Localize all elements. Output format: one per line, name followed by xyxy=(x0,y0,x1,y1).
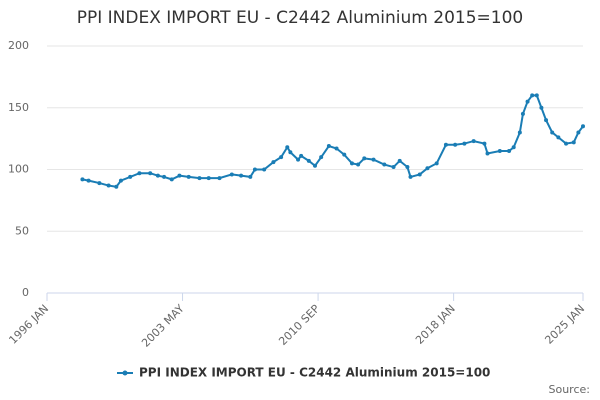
x-tick-label: 1996 JAN xyxy=(6,302,51,347)
point xyxy=(114,184,119,189)
point xyxy=(229,172,234,177)
y-tick-label: 50 xyxy=(15,224,29,237)
point xyxy=(417,172,422,177)
point xyxy=(497,148,502,153)
point xyxy=(530,93,535,98)
point xyxy=(177,173,182,178)
series-line xyxy=(82,94,584,188)
point xyxy=(534,93,539,98)
point xyxy=(405,165,410,170)
point xyxy=(581,124,585,129)
point xyxy=(169,177,174,182)
point xyxy=(155,173,160,178)
x-tick-label: 2018 JAN xyxy=(413,302,458,347)
point xyxy=(217,176,222,181)
point xyxy=(248,174,253,179)
point xyxy=(408,174,413,179)
point xyxy=(511,145,516,150)
x-tick-label: 2025 JAN xyxy=(542,302,587,347)
point xyxy=(262,167,267,172)
y-tick-label: 150 xyxy=(8,101,29,114)
point xyxy=(576,130,581,135)
point xyxy=(239,173,244,178)
point xyxy=(520,111,525,116)
point xyxy=(471,139,476,144)
point xyxy=(118,178,123,183)
point xyxy=(197,176,202,181)
point xyxy=(285,145,290,150)
point xyxy=(313,163,317,168)
point xyxy=(525,99,530,104)
point xyxy=(517,130,522,135)
point xyxy=(362,156,367,161)
legend-marker xyxy=(122,370,128,376)
y-tick-label: 200 xyxy=(8,39,29,52)
point xyxy=(271,160,276,165)
point xyxy=(482,141,487,146)
x-tick-label: 2003 MAY xyxy=(139,302,187,350)
point xyxy=(342,152,347,157)
point xyxy=(106,183,111,188)
point xyxy=(137,171,142,176)
point xyxy=(306,158,311,163)
point xyxy=(148,171,153,176)
point xyxy=(453,142,458,147)
chart-title: PPI INDEX IMPORT EU - C2442 Aluminium 20… xyxy=(77,8,523,28)
point xyxy=(382,162,387,167)
legend-label: PPI INDEX IMPORT EU - C2442 Aluminium 20… xyxy=(139,366,490,380)
point xyxy=(162,174,167,179)
point xyxy=(186,174,191,179)
y-tick-label: 0 xyxy=(22,286,29,299)
point xyxy=(485,151,490,156)
point xyxy=(334,146,339,151)
point xyxy=(462,141,467,146)
point xyxy=(371,157,376,162)
point xyxy=(539,105,544,110)
point xyxy=(296,157,301,162)
point xyxy=(206,176,211,181)
point xyxy=(571,140,576,145)
point xyxy=(319,155,324,160)
point xyxy=(252,167,257,172)
point xyxy=(425,166,430,171)
point xyxy=(299,153,304,158)
point xyxy=(97,181,102,186)
source: Source: xyxy=(549,383,591,396)
point xyxy=(443,142,448,147)
point xyxy=(326,144,331,149)
point xyxy=(434,161,439,166)
point xyxy=(356,162,361,167)
point xyxy=(507,148,512,153)
point xyxy=(279,155,284,160)
point xyxy=(397,158,402,163)
point xyxy=(128,174,133,179)
x-tick-label: 2010 SEP xyxy=(276,302,322,348)
point xyxy=(86,178,91,183)
point xyxy=(349,161,354,166)
point xyxy=(391,165,396,170)
point xyxy=(80,177,85,182)
point xyxy=(544,118,549,123)
y-tick-label: 100 xyxy=(8,163,29,176)
point xyxy=(550,130,555,135)
point xyxy=(288,150,293,155)
point xyxy=(556,135,561,140)
point xyxy=(564,141,569,146)
